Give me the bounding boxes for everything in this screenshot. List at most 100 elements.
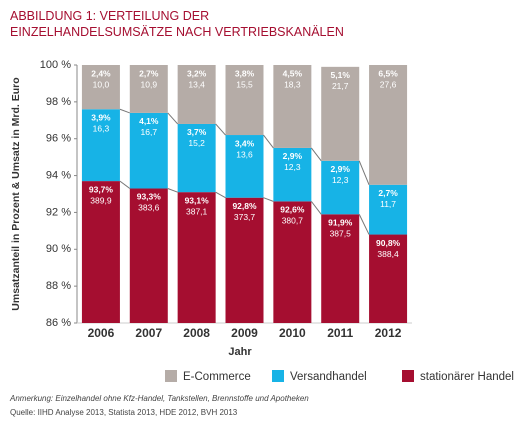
amount-label: 12,3 <box>284 162 301 172</box>
amount-label: 15,5 <box>236 79 253 89</box>
bar-segment <box>225 135 264 198</box>
bar-segment <box>369 234 408 323</box>
y-tick-label: 86 % <box>46 317 71 329</box>
value-label: 93,7% <box>89 184 114 194</box>
connector-line <box>119 180 131 189</box>
value-label: 93,1% <box>185 195 210 205</box>
value-label: 3,8% <box>235 68 255 78</box>
amount-label: 387,5 <box>330 229 352 239</box>
value-label: 92,8% <box>232 201 257 211</box>
amount-label: 13,4 <box>188 79 205 89</box>
legend-label: Versandhandel <box>290 371 367 383</box>
x-tick-label: 2008 <box>183 326 210 340</box>
legend-swatch <box>272 370 284 382</box>
y-tick-label: 90 % <box>46 243 71 255</box>
amount-label: 21,7 <box>332 81 349 91</box>
value-label: 6,5% <box>378 68 398 78</box>
x-tick-label: 2011 <box>327 326 353 340</box>
amount-label: 13,6 <box>236 149 253 159</box>
connector-line <box>310 147 322 162</box>
y-axis-label: Umsatzanteil in Prozent & Umsatz in Mrd.… <box>10 77 22 310</box>
legend-swatch <box>165 370 177 382</box>
bar-segment <box>321 66 360 161</box>
value-label: 92,6% <box>280 205 305 215</box>
bar-segment <box>369 184 408 235</box>
connector-line <box>310 201 322 215</box>
x-tick-label: 2009 <box>231 326 258 340</box>
bar-segment <box>129 188 168 323</box>
value-label: 3,2% <box>187 68 207 78</box>
note: Anmerkung: Einzelhandel ohne Kfz-Handel,… <box>10 394 309 403</box>
bar-segment <box>321 214 360 323</box>
x-tick-label: 2006 <box>88 326 115 340</box>
chart-title: ABBILDUNG 1: VERTEILUNG DER EINZELHANDEL… <box>10 9 344 39</box>
bar-segment <box>129 65 168 113</box>
legend-label: stationärer Handel <box>420 371 514 383</box>
connector-line <box>215 123 226 136</box>
amount-label: 380,7 <box>282 216 304 226</box>
connector-line <box>215 191 226 199</box>
connector-line <box>119 108 130 114</box>
amount-label: 387,1 <box>186 206 208 216</box>
amount-label: 10,0 <box>93 79 110 89</box>
bar-segment <box>177 65 216 124</box>
amount-label: 383,6 <box>138 203 160 213</box>
amount-label: 389,9 <box>90 195 112 205</box>
amount-label: 15,2 <box>188 138 205 148</box>
value-label: 2,7% <box>139 68 159 78</box>
amount-label: 16,3 <box>93 123 110 133</box>
amount-label: 388,4 <box>377 249 399 259</box>
value-label: 3,4% <box>235 138 255 148</box>
bar-segment <box>273 65 312 148</box>
value-label: 90,8% <box>376 238 401 248</box>
y-tick-label: 98 % <box>46 96 71 108</box>
x-tick-label: 2012 <box>375 326 402 340</box>
x-tick-label: 2010 <box>279 326 306 340</box>
connector-line <box>263 197 274 202</box>
bar-segment <box>273 201 312 323</box>
x-axis-label: Jahr <box>228 346 252 358</box>
bar-segment <box>225 197 264 323</box>
amount-label: 12,3 <box>332 175 349 185</box>
value-label: 4,5% <box>283 68 303 78</box>
y-tick-label: 96 % <box>46 133 71 145</box>
amount-label: 10,9 <box>141 79 158 89</box>
amount-label: 16,7 <box>141 127 158 137</box>
value-label: 2,7% <box>378 188 398 198</box>
value-label: 2,9% <box>283 151 303 161</box>
bar-segment <box>225 65 264 136</box>
bar-segment <box>369 65 408 185</box>
legend-swatch <box>402 370 414 382</box>
value-label: 2,9% <box>331 164 351 174</box>
y-tick-label: 100 % <box>40 59 71 71</box>
value-label: 5,1% <box>331 70 351 80</box>
amount-label: 11,7 <box>380 199 396 209</box>
bar-segment <box>321 160 360 215</box>
source: Quelle: IIHD Analyse 2013, Statista 2013… <box>10 408 238 417</box>
amount-label: 27,6 <box>380 79 397 89</box>
value-label: 3,7% <box>187 127 207 137</box>
bar-segment <box>177 192 216 323</box>
legend-label: E-Commerce <box>183 371 251 383</box>
connector-line <box>167 188 178 193</box>
x-tick-label: 2007 <box>135 326 162 340</box>
bar-segment <box>81 65 120 110</box>
value-label: 91,9% <box>328 218 353 228</box>
value-label: 3,9% <box>91 112 111 122</box>
bar-segment <box>273 147 312 202</box>
y-tick-label: 88 % <box>46 280 71 292</box>
y-tick-label: 92 % <box>46 206 71 218</box>
connector-line <box>167 112 179 125</box>
value-label: 4,1% <box>139 116 159 126</box>
connector-line <box>358 160 370 185</box>
value-label: 93,3% <box>137 192 162 202</box>
value-label: 2,4% <box>91 68 111 78</box>
connector-line <box>358 214 370 235</box>
bar-segment <box>129 112 168 189</box>
bar-segment <box>81 181 120 323</box>
y-tick-label: 94 % <box>46 169 71 181</box>
bar-segment <box>81 109 120 182</box>
connector-line <box>263 134 274 149</box>
